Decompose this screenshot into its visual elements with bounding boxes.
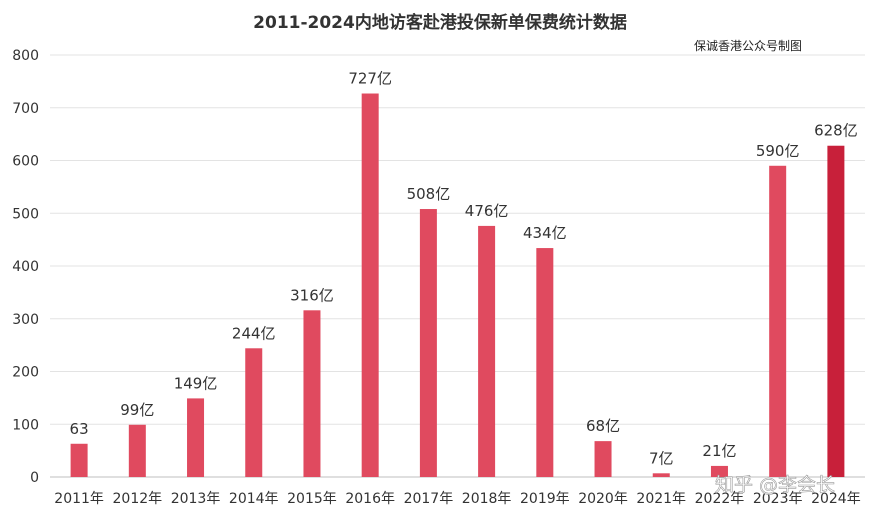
data-label: 727亿 bbox=[348, 70, 392, 88]
data-label: 476亿 bbox=[465, 202, 509, 220]
bar bbox=[361, 93, 379, 477]
x-tick-label: 2018年 bbox=[462, 491, 512, 507]
y-tick-label: 500 bbox=[12, 206, 39, 222]
bar bbox=[128, 424, 146, 477]
x-tick-label: 2012年 bbox=[113, 491, 163, 507]
bar bbox=[769, 165, 787, 477]
y-axis: 0 100 200 300 400 500 600 700 800 bbox=[12, 48, 39, 486]
watermark: 知乎 @李会长 bbox=[715, 474, 835, 496]
bar bbox=[187, 398, 205, 477]
y-tick-label: 800 bbox=[12, 48, 39, 64]
x-tick-label: 2017年 bbox=[404, 491, 454, 507]
y-tick-label: 200 bbox=[12, 365, 39, 381]
bars bbox=[70, 93, 845, 478]
data-label: 590亿 bbox=[756, 142, 800, 160]
x-tick-label: 2023年 bbox=[753, 491, 803, 507]
y-tick-label: 300 bbox=[12, 312, 39, 328]
bar bbox=[652, 473, 670, 477]
x-tick-label: 2022年 bbox=[695, 491, 745, 507]
x-axis: 2011年 2012年 2013年 2014年 2015年 2016年 2017年 2018年… bbox=[54, 491, 860, 507]
x-tick-label: 2020年 bbox=[578, 491, 628, 507]
source-note: 保诚香港公众号制图 bbox=[694, 39, 802, 53]
data-label: 68亿 bbox=[586, 417, 620, 435]
x-tick-label: 2016年 bbox=[345, 491, 395, 507]
x-tick-label: 2024年 bbox=[811, 491, 861, 507]
bar bbox=[478, 225, 496, 477]
data-label: 7亿 bbox=[649, 449, 674, 467]
data-labels: 63 99亿 149亿 244亿 316亿 727亿 508亿 476亿 434亿 68亿 7亿 21… bbox=[70, 70, 858, 468]
x-tick-label: 2013年 bbox=[171, 491, 221, 507]
data-label: 63 bbox=[70, 420, 89, 438]
x-tick-label: 2015年 bbox=[287, 491, 337, 507]
gridlines bbox=[50, 54, 865, 478]
bar bbox=[594, 441, 612, 477]
x-tick-label: 2019年 bbox=[520, 491, 570, 507]
y-tick-label: 100 bbox=[12, 417, 39, 433]
data-label: 21亿 bbox=[702, 442, 736, 460]
x-tick-label: 2014年 bbox=[229, 491, 279, 507]
y-tick-label: 600 bbox=[12, 154, 39, 170]
data-label: 149亿 bbox=[174, 374, 218, 392]
chart-title: 2011-2024内地访客赴港投保新单保费统计数据 bbox=[253, 12, 627, 33]
bar bbox=[303, 310, 321, 477]
y-tick-label: 0 bbox=[30, 470, 39, 486]
bar bbox=[245, 348, 263, 477]
bar bbox=[827, 145, 845, 478]
bar bbox=[419, 209, 437, 477]
bar bbox=[536, 248, 554, 477]
bar bbox=[710, 465, 728, 477]
data-label: 244亿 bbox=[232, 324, 276, 342]
data-label: 99亿 bbox=[120, 401, 154, 419]
y-tick-label: 400 bbox=[12, 259, 39, 275]
data-label: 434亿 bbox=[523, 224, 567, 242]
bar bbox=[70, 443, 88, 477]
data-label: 508亿 bbox=[407, 185, 451, 203]
data-label: 628亿 bbox=[814, 122, 858, 140]
x-tick-label: 2011年 bbox=[54, 491, 104, 507]
data-label: 316亿 bbox=[290, 286, 334, 304]
x-tick-label: 2021年 bbox=[636, 491, 686, 507]
y-tick-label: 700 bbox=[12, 101, 39, 117]
